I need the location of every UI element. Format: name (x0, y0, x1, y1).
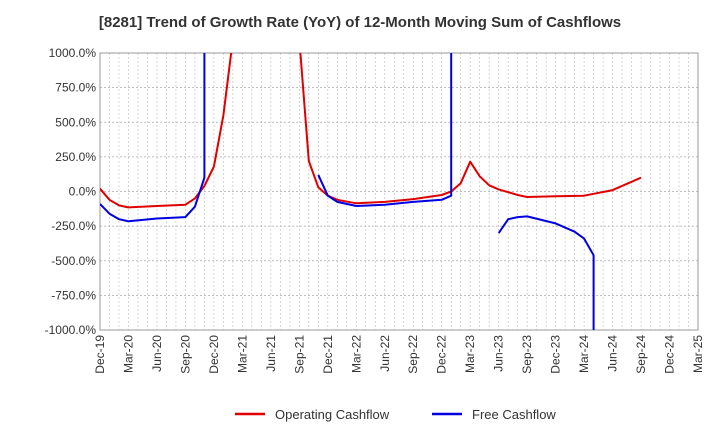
x-tick-label: Jun-23 (492, 335, 506, 372)
x-tick-label: Mar-20 (121, 335, 135, 373)
x-tick-label: Jun-24 (606, 335, 620, 372)
legend-label: Free Cashflow (472, 407, 556, 422)
x-tick-label: Mar-21 (235, 335, 249, 373)
x-tick-label: Mar-24 (577, 335, 591, 373)
y-tick-label: 750.0% (55, 81, 96, 95)
y-tick-label: 250.0% (55, 150, 96, 164)
y-tick-label: 500.0% (55, 115, 96, 129)
x-tick-label: Dec-22 (435, 335, 449, 374)
series-line (100, 53, 642, 209)
series-lines (100, 53, 642, 330)
x-tick-label: Dec-21 (321, 335, 335, 374)
y-tick-label: 1000.0% (49, 46, 97, 60)
y-axis: 1000.0% 750.0% 500.0% 250.0% 0.0% -250.0% -500… (45, 46, 97, 337)
x-tick-label: Dec-19 (93, 335, 107, 374)
x-tick-label: Jun-22 (378, 335, 392, 372)
plot-area-border (99, 52, 699, 331)
x-tick-label: Mar-22 (349, 335, 363, 373)
x-tick-label: Sep-23 (520, 335, 534, 374)
x-tick-label: Jun-21 (264, 335, 278, 372)
y-tick-label: -1000.0% (45, 323, 97, 337)
x-axis: Dec-19 Mar-20 Jun-20 Sep-20 Dec-20 Mar-21 Jun-… (93, 335, 705, 374)
legend-label: Operating Cashflow (275, 407, 390, 422)
series-line (100, 53, 595, 330)
chart-title: [8281] Trend of Growth Rate (YoY) of 12-… (98, 14, 622, 31)
x-tick-label: Dec-23 (549, 335, 563, 374)
x-tick-label: Dec-24 (663, 335, 677, 374)
x-tick-label: Sep-24 (634, 335, 648, 374)
x-tick-label: Sep-22 (406, 335, 420, 374)
y-tick-label: -500.0% (51, 254, 96, 268)
x-tick-label: Jun-20 (150, 335, 164, 372)
x-tick-label: Mar-23 (463, 335, 477, 373)
x-tick-label: Mar-25 (691, 335, 705, 373)
x-tick-label: Sep-21 (292, 335, 306, 374)
y-tick-label: -750.0% (51, 288, 96, 302)
y-tick-label: 0.0% (69, 185, 97, 199)
y-tick-label: -250.0% (51, 219, 96, 233)
x-tick-label: Sep-20 (178, 335, 192, 374)
legend: Operating Cashflow Free Cashflow (235, 407, 556, 422)
x-tick-label: Dec-20 (207, 335, 221, 374)
